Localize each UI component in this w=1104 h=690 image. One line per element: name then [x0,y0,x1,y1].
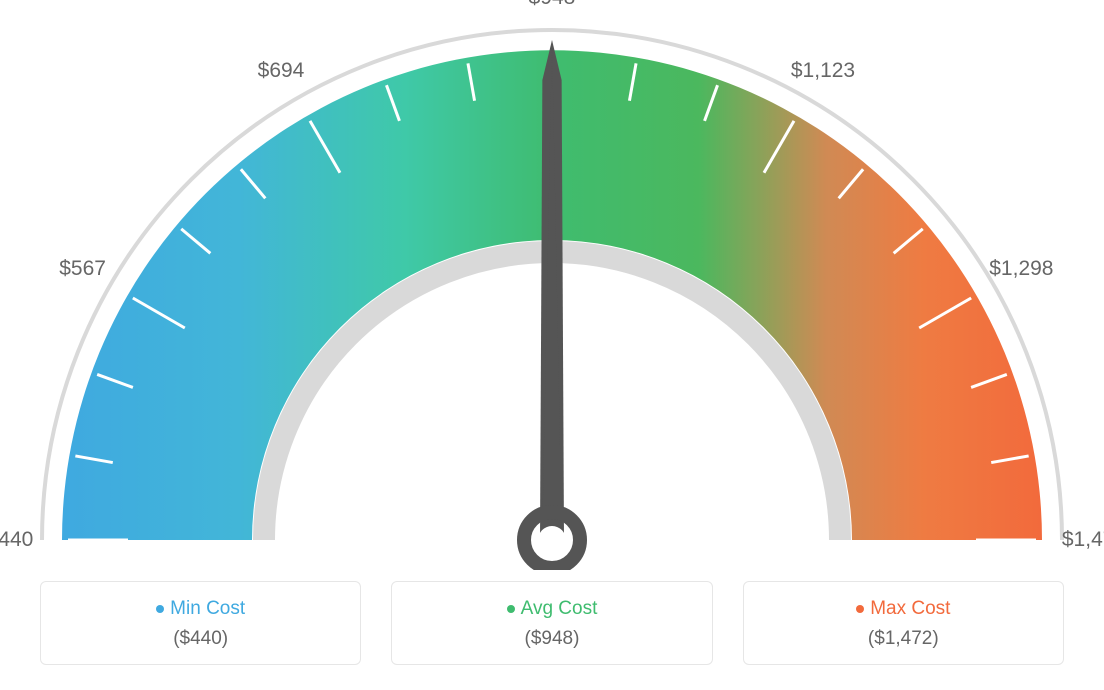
legend-avg-label: Avg Cost [521,598,598,619]
legend-max-value: ($1,472) [754,628,1053,650]
cost-gauge-widget: $440 $567 $694 $948 $1,123 $1,298 $1,472 Min C… [0,0,1104,690]
gauge-area: $440 $567 $694 $948 $1,123 $1,298 $1,472 [0,0,1104,570]
gauge-tick-label: $567 [59,257,106,281]
legend-min-title: Min Cost [51,598,350,620]
gauge-tick-label: $1,123 [791,59,855,83]
legend-min-label: Min Cost [170,598,245,619]
legend-max-card: Max Cost ($1,472) [743,581,1064,665]
legend-row: Min Cost ($440) Avg Cost ($948) Max Cost… [40,581,1064,665]
legend-avg-title: Avg Cost [402,598,701,620]
gauge-svg [0,0,1104,570]
legend-min-value: ($440) [51,628,350,650]
legend-avg-card: Avg Cost ($948) [391,581,712,665]
dot-icon [507,605,515,613]
dot-icon [856,605,864,613]
gauge-tick-label: $440 [0,528,33,552]
gauge-tick-label: $948 [529,0,576,10]
gauge-tick-label: $1,298 [989,257,1053,281]
legend-avg-value: ($948) [402,628,701,650]
legend-max-label: Max Cost [870,598,950,619]
legend-min-card: Min Cost ($440) [40,581,361,665]
gauge-tick-label: $694 [258,59,305,83]
gauge-tick-label: $1,472 [1062,528,1104,552]
dot-icon [156,605,164,613]
legend-max-title: Max Cost [754,598,1053,620]
